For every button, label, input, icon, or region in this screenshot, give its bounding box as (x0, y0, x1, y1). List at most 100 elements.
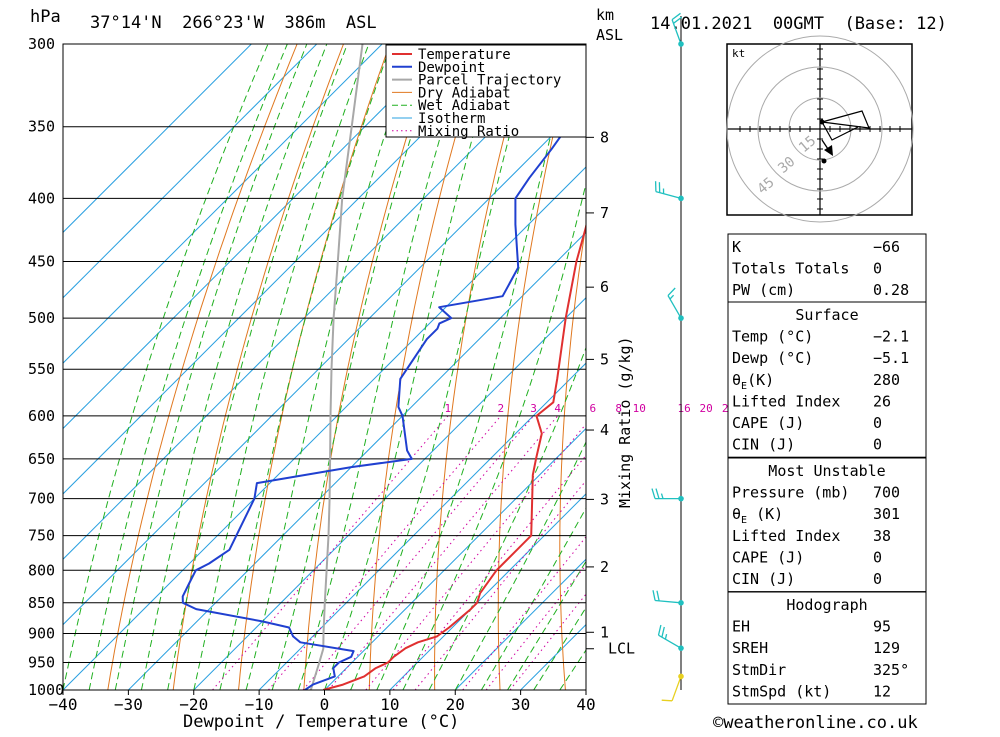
km-tick-label: 8 (600, 128, 609, 146)
height-ref-label: ASL (596, 26, 623, 44)
hodograph-storm-point (822, 159, 827, 164)
mixing-ratio-label: 8 (615, 402, 622, 415)
most-unstable-row-value: 700 (873, 484, 900, 502)
most-unstable-row: Pressure (mb) (732, 484, 849, 502)
most-unstable-row-value: 0 (873, 570, 882, 588)
pressure-tick-label: 700 (28, 490, 55, 508)
surface-row: Lifted Index (732, 392, 840, 410)
indices-block-title: Surface (795, 306, 858, 324)
surface-row: CAPE (J) (732, 414, 804, 432)
surface-row-value: 26 (873, 392, 891, 410)
wet-adiabat-line (298, 44, 468, 690)
pressure-tick-label: 450 (28, 253, 55, 271)
mixing-ratio-line (486, 416, 706, 690)
wind-barb (662, 674, 684, 701)
wet-adiabat-line (63, 44, 268, 690)
dry-adiabat-line (677, 44, 714, 690)
copyright: ©weatheronline.co.uk (713, 713, 918, 733)
most-unstable-row-value: 301 (873, 505, 900, 523)
pressure-tick-label: 650 (28, 450, 55, 468)
dry-adiabat-line (239, 44, 390, 690)
x-axis-label: Dewpoint / Temperature (°C) (183, 712, 459, 732)
dewpoint-series (183, 44, 568, 690)
pressure-tick-label: 900 (28, 624, 55, 642)
most-unstable-row: CIN (J) (732, 570, 795, 588)
wind-profile (652, 13, 684, 701)
dry-adiabat-line (991, 44, 1000, 690)
km-tick-label: 4 (600, 421, 609, 439)
most-unstable-row-value: 0 (873, 548, 882, 566)
wind-barb (652, 489, 684, 502)
pressure-unit-label: hPa (30, 7, 61, 27)
hodograph-point (820, 120, 825, 125)
mixing-ratio-label: 4 (554, 402, 561, 415)
dry-adiabat-line (942, 44, 1000, 690)
hodograph-row-value: 325° (873, 661, 909, 679)
pressure-tick-label: 750 (28, 527, 55, 545)
surface-row-value: 0 (873, 436, 882, 454)
wet-adiabat-line (246, 44, 415, 690)
mixing-ratio-label: 10 (633, 402, 646, 415)
hodograph-row: EH (732, 618, 750, 636)
indices-block-title: Most Unstable (768, 462, 885, 480)
mixing-ratio-label: 6 (590, 402, 597, 415)
indices-block-title: Hodograph (786, 596, 867, 614)
hodograph-row-value: 12 (873, 682, 891, 700)
mixing-ratio-label: 16 (677, 402, 690, 415)
index-row-value: 0 (873, 260, 882, 278)
hodograph-unit: kt (732, 47, 745, 60)
wet-adiabat-line (403, 44, 621, 690)
surface-row: Dewp (°C) (732, 349, 813, 367)
surface-row: Temp (°C) (732, 328, 813, 346)
surface-row-value: −5.1 (873, 349, 909, 367)
pressure-tick-label: 400 (28, 189, 55, 207)
index-row: K (732, 238, 741, 256)
km-tick-label: 2 (600, 558, 609, 576)
parcel-trajectory-series (311, 44, 363, 690)
temperature-tick-label: −30 (114, 695, 143, 714)
mixing-ratio-label: 20 (699, 402, 712, 415)
surface-row: CIN (J) (732, 436, 795, 454)
temperature-tick-label: 30 (511, 695, 530, 714)
isotherm-line (63, 44, 709, 690)
surface-row-value: −2.1 (873, 328, 909, 346)
mixing-ratio-label: 3 (530, 402, 537, 415)
mixing-ratio-label: 2 (497, 402, 504, 415)
axes-layer: 3003504004505005506006507007508008509009… (28, 35, 735, 714)
mixing-ratio-line (268, 416, 500, 690)
hodograph-row-value: 95 (873, 618, 891, 636)
km-tick-label: 6 (600, 278, 609, 296)
most-unstable-row-value: 38 (873, 527, 891, 545)
pressure-tick-label: 600 (28, 407, 55, 425)
wet-adiabat-line (351, 44, 535, 690)
mixing-ratio-line (329, 416, 558, 690)
pressure-tick-label: 950 (28, 653, 55, 671)
wind-barb (659, 625, 684, 651)
surface-row: θE(K) (732, 371, 774, 392)
pressure-tick-label: 300 (28, 35, 55, 53)
surface-row-value: 0 (873, 414, 882, 432)
pressure-tick-label: 800 (28, 561, 55, 579)
hodograph-row: SREH (732, 639, 768, 657)
surface-row-value: 280 (873, 371, 900, 389)
pressure-tick-label: 550 (28, 360, 55, 378)
isotherm-line (128, 44, 774, 690)
dry-adiabat-line (108, 44, 297, 690)
km-tick-label: 1 (600, 623, 609, 641)
wind-barb (656, 181, 684, 201)
pressure-tick-label: 500 (28, 309, 55, 327)
location-title: 37°14'N 266°23'W 386m ASL (90, 13, 377, 33)
mixing-ratio-axis-label: Mixing Ratio (g/kg) (616, 336, 634, 508)
height-unit-label: km (596, 6, 614, 24)
most-unstable-row: θE (K) (732, 505, 783, 526)
temperature-tick-label: −40 (49, 695, 78, 714)
wind-barb (653, 590, 684, 605)
isotherm-line (0, 44, 644, 690)
dry-adiabat-line (560, 44, 622, 690)
km-tick-label: 5 (600, 350, 609, 368)
